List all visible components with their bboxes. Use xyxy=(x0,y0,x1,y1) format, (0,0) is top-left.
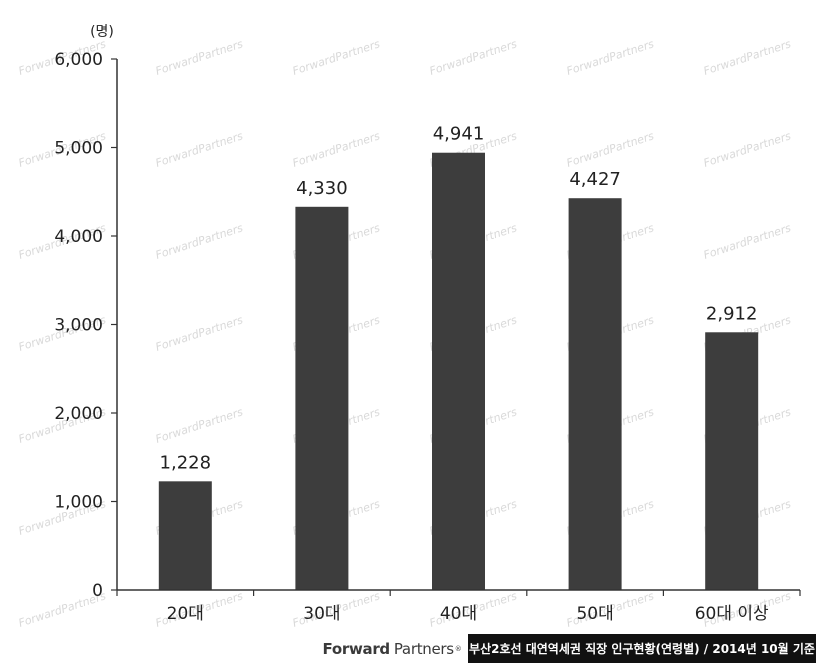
bar-2 xyxy=(295,206,349,591)
bar-value-label: 4,330 xyxy=(296,178,348,199)
y-tick-label: 4,000 xyxy=(54,227,103,247)
x-axis: 20대 30대 40대 50대 60대 이상 xyxy=(116,589,801,624)
watermark-text: ForwardPartners xyxy=(702,37,793,78)
brand-mark-icon: ® xyxy=(454,644,462,653)
bar-1 xyxy=(158,481,212,590)
y-axis-unit-label: (명) xyxy=(90,24,114,40)
bar-value-label: 4,941 xyxy=(433,124,485,145)
watermark-text: ForwardPartners xyxy=(291,37,382,78)
brand-light-text: Partners xyxy=(393,639,454,658)
watermark-text: ForwardPartners xyxy=(154,37,245,78)
watermark-text: ForwardPartners xyxy=(702,221,793,262)
brand-logo: Forward Partners ® xyxy=(316,634,468,663)
watermark-text: ForwardPartners xyxy=(154,405,245,446)
x-category-label: 40대 xyxy=(440,604,477,624)
footer-banner: Forward Partners ® 부산2호선 대연역세권 직장 인구현황(연령별… xyxy=(316,634,816,663)
watermark-text: ForwardPartners xyxy=(565,129,656,170)
x-category-label: 50대 xyxy=(576,604,613,624)
watermark-text: ForwardPartners xyxy=(702,129,793,170)
bar-4 xyxy=(568,198,622,590)
watermark-layer: ForwardPartners ForwardPartners ForwardPar… xyxy=(17,37,793,630)
watermark-text: ForwardPartners xyxy=(565,37,656,78)
y-axis: 0 1,000 2,000 3,000 4,000 5,000 6,000 xyxy=(54,50,118,601)
y-tick-label: 5,000 xyxy=(54,139,103,159)
watermark-text: ForwardPartners xyxy=(154,221,245,262)
watermark-text: ForwardPartners xyxy=(154,313,245,354)
bars: 1,228 4,330 4,941 4,427 2,912 xyxy=(158,124,759,591)
bar-chart: ForwardPartners ForwardPartners ForwardPar… xyxy=(17,24,801,630)
bar-5 xyxy=(705,332,759,590)
bar-value-label: 4,427 xyxy=(569,169,621,190)
chart-caption: 부산2호선 대연역세권 직장 인구현황(연령별) / 2014년 10월 기준 xyxy=(468,634,816,663)
x-category-label: 20대 xyxy=(167,604,204,624)
x-category-label: 30대 xyxy=(303,604,340,624)
bar-3 xyxy=(432,152,485,590)
y-tick-label: 3,000 xyxy=(54,316,103,336)
watermark-text: ForwardPartners xyxy=(154,129,245,170)
y-tick-label: 6,000 xyxy=(54,50,103,70)
brand-bold-text: Forward xyxy=(322,639,391,658)
bar-value-label: 1,228 xyxy=(160,452,212,473)
y-tick-label: 2,000 xyxy=(54,404,103,424)
y-tick-label: 1,000 xyxy=(54,493,103,513)
x-category-label: 60대 이상 xyxy=(695,604,769,624)
watermark-text: ForwardPartners xyxy=(291,129,382,170)
bar-value-label: 2,912 xyxy=(706,303,758,324)
y-tick-label: 0 xyxy=(92,581,103,601)
watermark-text: ForwardPartners xyxy=(428,37,519,78)
